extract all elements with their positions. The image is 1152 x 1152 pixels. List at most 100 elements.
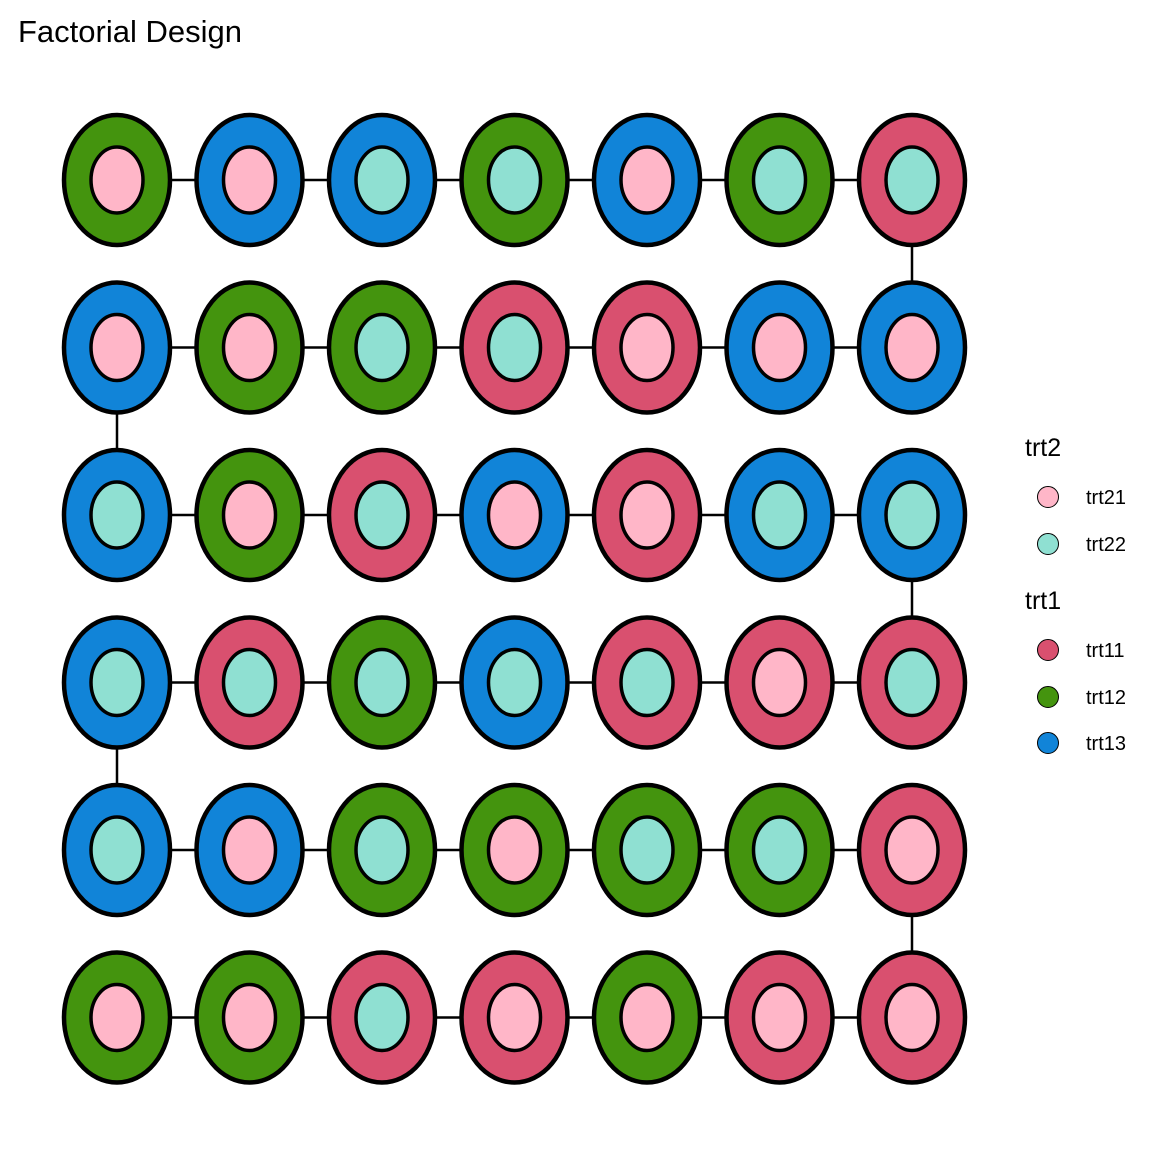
- legend-key-trt21: [1037, 486, 1059, 508]
- unit-inner-trt22: [884, 647, 940, 718]
- unit-r6-c1: [61, 950, 173, 1085]
- unit-inner-trt21: [884, 815, 940, 885]
- legend-label-trt21: trt21: [1086, 487, 1126, 509]
- unit-r6-c6: [724, 950, 835, 1085]
- unit-r4-c7: [856, 615, 968, 750]
- unit-inner-trt22: [354, 312, 410, 383]
- legend-title-trt2: trt2: [1025, 434, 1061, 462]
- chart-title: Factorial Design: [18, 14, 242, 49]
- unit-inner-trt22: [354, 145, 410, 215]
- unit-r4-c1: [61, 615, 173, 750]
- unit-inner-trt22: [89, 480, 145, 550]
- legend-key-trt11: [1037, 639, 1059, 661]
- legend-label-trt11: trt11: [1086, 640, 1125, 662]
- unit-r2-c5: [591, 280, 703, 415]
- unit-inner-trt22: [354, 815, 410, 885]
- unit-inner-trt21: [619, 982, 675, 1053]
- unit-r5-c4: [459, 782, 570, 918]
- unit-r3-c1: [61, 447, 173, 583]
- unit-r4-c5: [591, 615, 703, 750]
- unit-r3-c4: [459, 447, 570, 583]
- unit-inner-trt21: [89, 145, 145, 215]
- unit-r5-c1: [61, 782, 173, 918]
- unit-inner-trt21: [221, 982, 278, 1053]
- unit-inner-trt22: [486, 647, 543, 718]
- unit-r6-c2: [194, 950, 305, 1085]
- unit-inner-trt21: [486, 480, 543, 550]
- unit-inner-trt21: [89, 312, 145, 383]
- unit-r6-c4: [459, 950, 570, 1085]
- legend-item-trt11: trt11: [1037, 639, 1125, 662]
- unit-r5-c3: [326, 782, 438, 918]
- unit-r3-c6: [724, 447, 835, 583]
- unit-inner-trt21: [884, 312, 940, 383]
- unit-r4-c6: [724, 615, 835, 750]
- legend-title-trt1: trt1: [1025, 587, 1061, 615]
- unit-inner-trt21: [619, 145, 675, 215]
- unit-r2-c1: [61, 280, 173, 415]
- unit-inner-trt22: [221, 647, 278, 718]
- unit-r4-c3: [326, 615, 438, 750]
- unit-r4-c2: [194, 615, 305, 750]
- legend: trt2 trt21 trt22 trt1 trt11 trt12 trt13: [1025, 434, 1126, 755]
- unit-r5-c6: [724, 782, 835, 918]
- unit-inner-trt22: [354, 982, 410, 1053]
- unit-r1-c4: [459, 112, 570, 248]
- unit-r6-c7: [856, 950, 968, 1085]
- unit-r1-c3: [326, 112, 438, 248]
- unit-inner-trt22: [751, 480, 808, 550]
- unit-r2-c6: [724, 280, 835, 415]
- unit-inner-trt22: [884, 480, 940, 550]
- unit-inner-trt21: [221, 480, 278, 550]
- unit-inner-trt21: [751, 312, 808, 383]
- unit-inner-trt21: [884, 982, 940, 1053]
- unit-r3-c7: [856, 447, 968, 583]
- unit-r2-c2: [194, 280, 305, 415]
- legend-item-trt21: trt21: [1037, 486, 1126, 509]
- unit-inner-trt21: [751, 982, 808, 1053]
- unit-inner-trt21: [751, 647, 808, 718]
- unit-inner-trt22: [354, 480, 410, 550]
- unit-inner-trt21: [486, 982, 543, 1053]
- unit-r3-c3: [326, 447, 438, 583]
- unit-inner-trt21: [221, 815, 278, 885]
- unit-inner-trt22: [619, 815, 675, 885]
- unit-r6-c5: [591, 950, 703, 1085]
- legend-label-trt13: trt13: [1086, 733, 1126, 755]
- unit-r1-c6: [724, 112, 835, 248]
- unit-inner-trt22: [884, 145, 940, 215]
- unit-inner-trt22: [486, 145, 543, 215]
- unit-inner-trt22: [89, 647, 145, 718]
- legend-key-trt12: [1037, 686, 1059, 708]
- legend-label-trt22: trt22: [1086, 534, 1126, 556]
- unit-r5-c7: [856, 782, 968, 918]
- unit-r2-c3: [326, 280, 438, 415]
- unit-inner-trt21: [221, 312, 278, 383]
- unit-inner-trt22: [751, 145, 808, 215]
- unit-inner-trt21: [486, 815, 543, 885]
- unit-inner-trt21: [89, 982, 145, 1053]
- unit-r3-c2: [194, 447, 305, 583]
- legend-key-trt22: [1037, 533, 1059, 555]
- unit-r5-c5: [591, 782, 703, 918]
- unit-r6-c3: [326, 950, 438, 1085]
- unit-inner-trt22: [619, 647, 675, 718]
- unit-r5-c2: [194, 782, 305, 918]
- experimental-units: [61, 112, 968, 1085]
- legend-item-trt12: trt12: [1037, 686, 1126, 709]
- legend-label-trt12: trt12: [1086, 687, 1126, 709]
- unit-r2-c7: [856, 280, 968, 415]
- legend-item-trt22: trt22: [1037, 533, 1126, 556]
- unit-inner-trt22: [751, 815, 808, 885]
- unit-r1-c5: [591, 112, 703, 248]
- unit-r2-c4: [459, 280, 570, 415]
- unit-r4-c4: [459, 615, 570, 750]
- unit-r1-c2: [194, 112, 305, 248]
- unit-inner-trt22: [354, 647, 410, 718]
- unit-inner-trt21: [619, 312, 675, 383]
- legend-key-trt13: [1037, 732, 1059, 754]
- unit-inner-trt22: [89, 815, 145, 885]
- unit-inner-trt21: [221, 145, 278, 215]
- legend-item-trt13: trt13: [1037, 732, 1126, 755]
